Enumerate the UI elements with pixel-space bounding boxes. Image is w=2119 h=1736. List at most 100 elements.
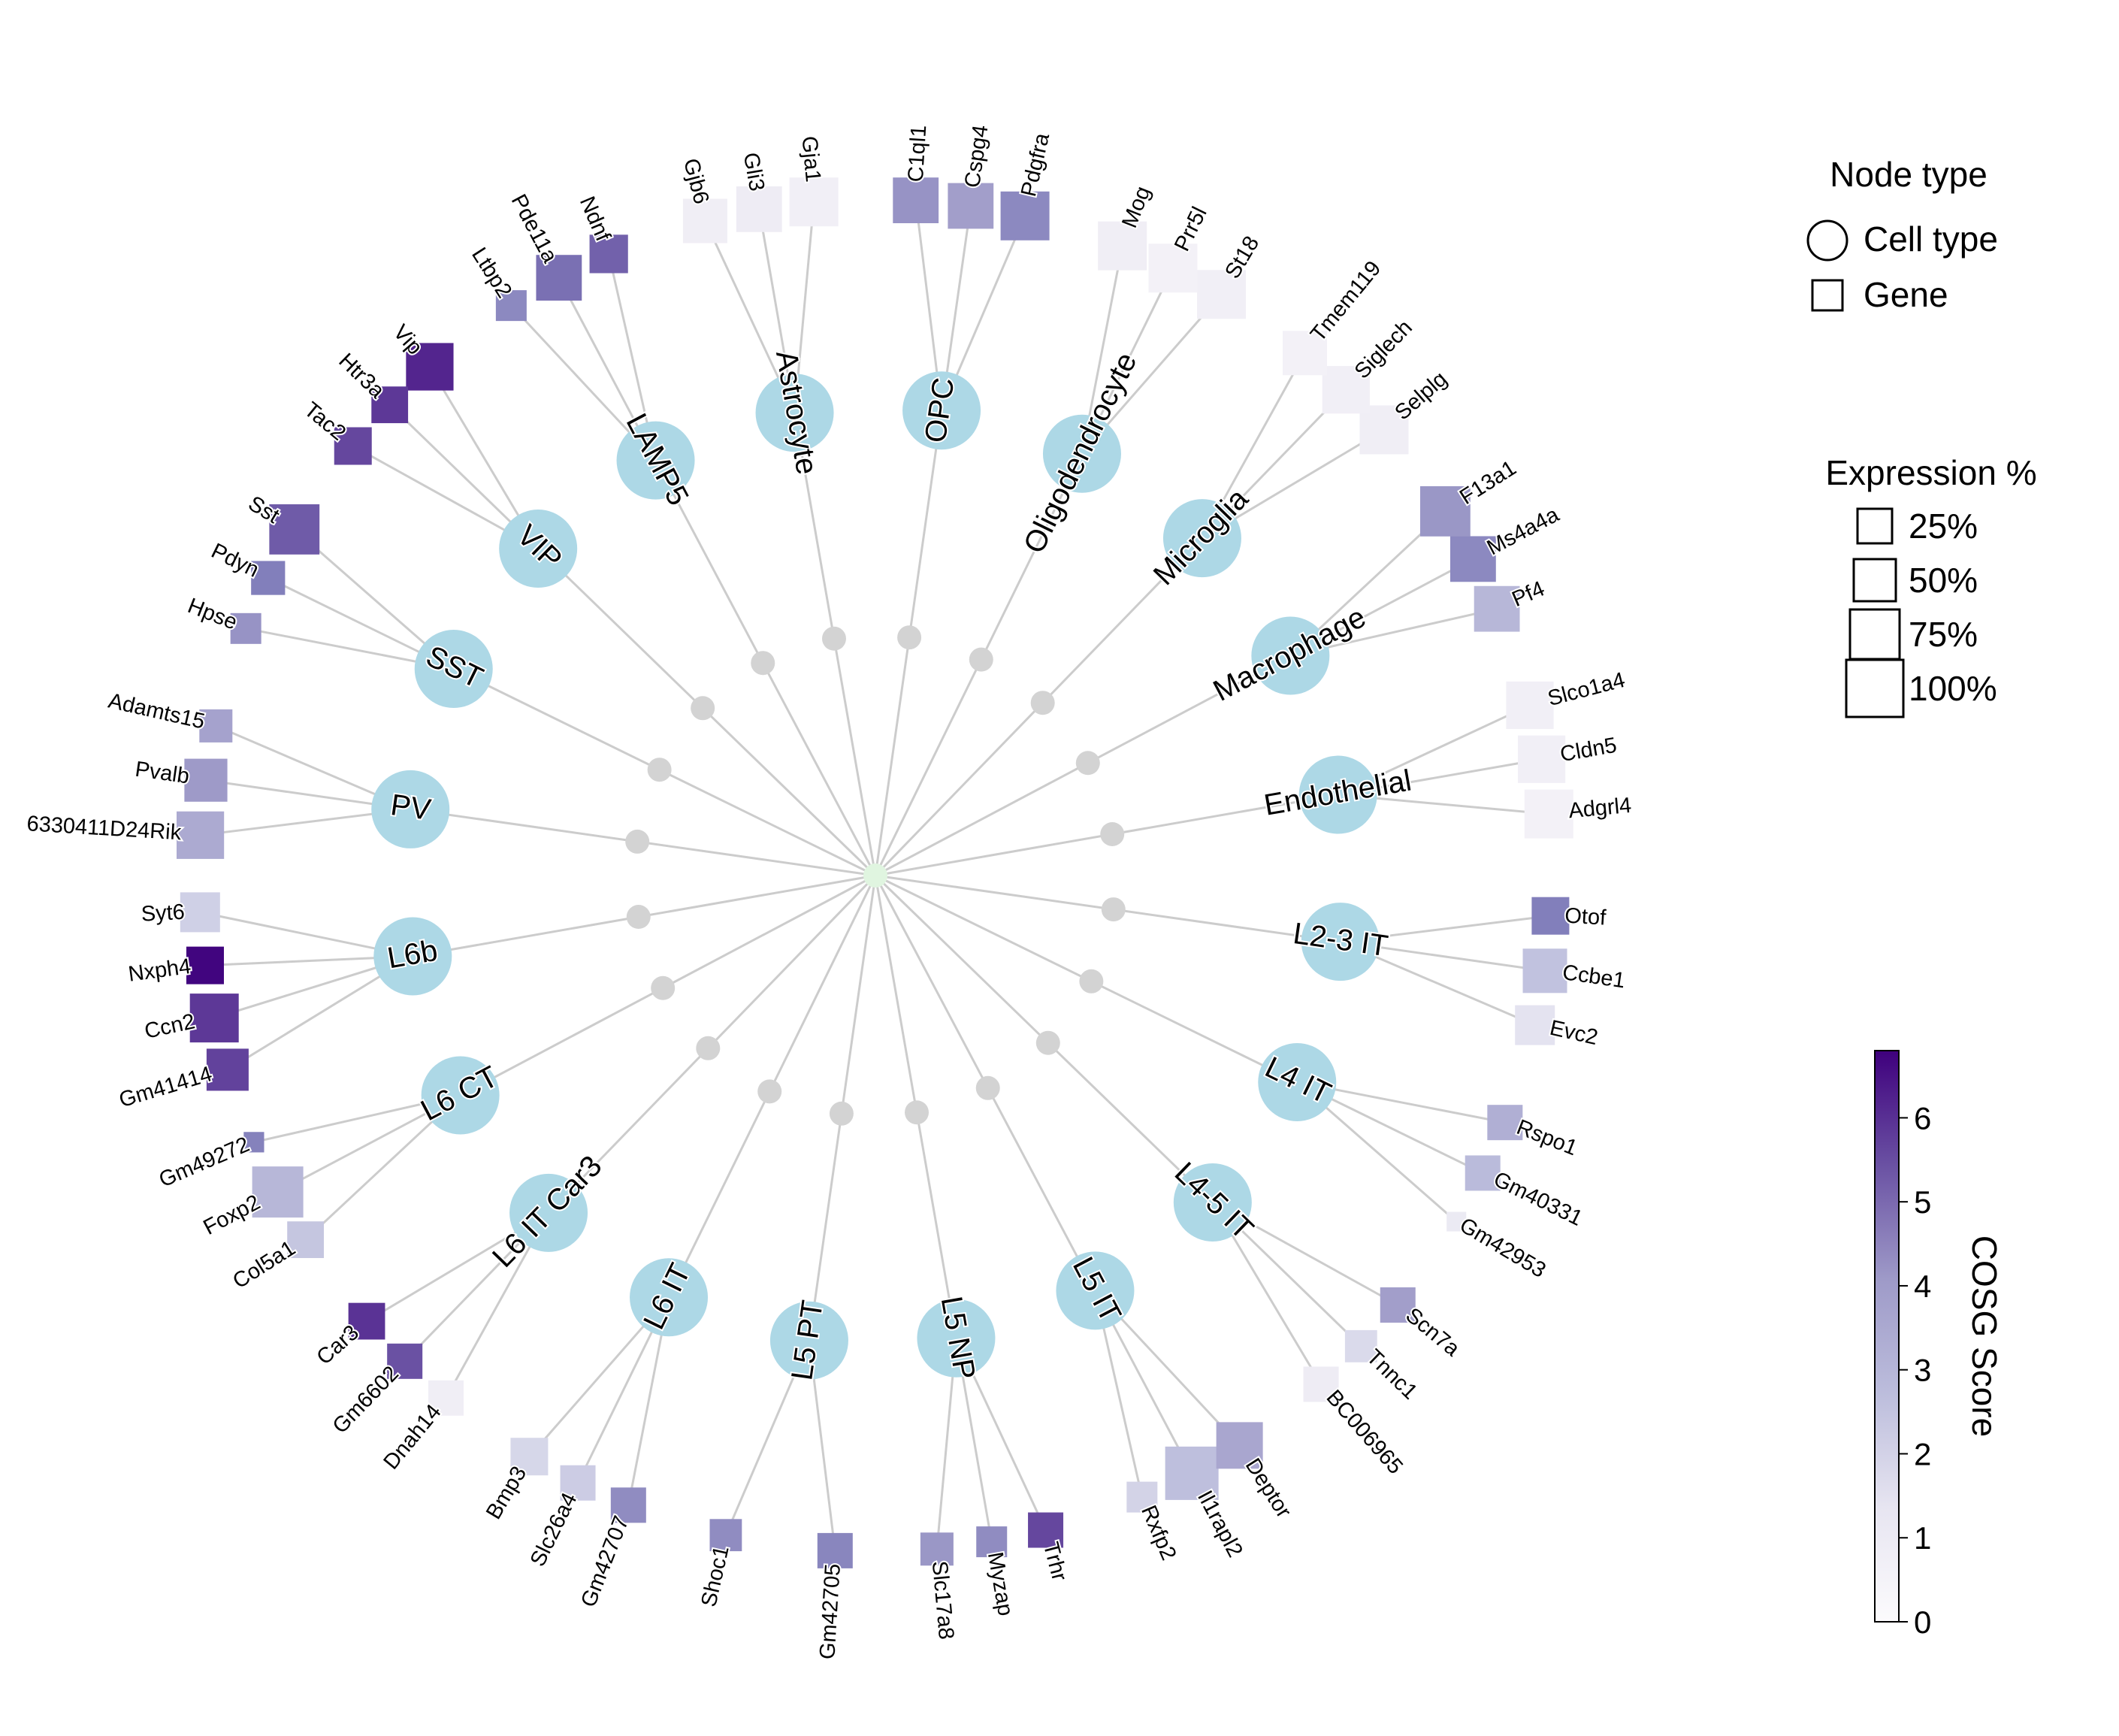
legend-expression-square-1 (1852, 558, 1897, 603)
cell-node-l6-it (630, 1258, 709, 1337)
gene-node-dnah14 (428, 1380, 464, 1416)
gene-node-c1ql1 (893, 177, 939, 224)
gene-label-gm40331: Gm40331 (1489, 1167, 1585, 1231)
cell-node-sst (414, 630, 493, 709)
gene-label-gja1: Gja1 (797, 135, 825, 183)
branch-node-pv (625, 829, 650, 854)
cell-node-l4-5-it (1173, 1163, 1252, 1242)
gene-node-evc2 (1515, 1005, 1555, 1045)
branch-node-l6-ct (651, 975, 676, 1000)
cell-node-l2-3-it (1301, 903, 1380, 981)
gene-node-ccbe1 (1522, 948, 1567, 994)
gene-node-sst (269, 504, 320, 555)
gene-label-selplg: Selplg (1390, 367, 1452, 425)
gene-label-ltbp2: Ltbp2 (467, 243, 516, 302)
gene-node-myzap (976, 1526, 1008, 1558)
gene-label-hpse: Hpse (184, 594, 240, 635)
gene-node-tnnc1 (1344, 1329, 1377, 1362)
branch-node-astrocyte (821, 626, 846, 651)
gene-label-gm49272: Gm49272 (156, 1133, 253, 1193)
gene-node-st18 (1197, 270, 1247, 319)
gene-label-rxfp2: Rxfp2 (1136, 1502, 1180, 1564)
gene-label-gm41414: Gm41414 (116, 1062, 215, 1112)
gene-node-car3 (348, 1302, 385, 1340)
gene-node-vip (406, 343, 454, 391)
gene-label-ms4a4a: Ms4a4a (1483, 502, 1564, 560)
gene-node-gm40331 (1465, 1155, 1501, 1191)
gene-node-mog (1098, 221, 1147, 271)
gene-label-6330411d24rik: 6330411D24Rik (26, 812, 183, 845)
gene-node-gjb6 (682, 198, 727, 243)
gene-node-adgrl4 (1524, 789, 1573, 839)
cell-node-opc (902, 371, 981, 450)
legend-expression-square-3 (1845, 658, 1905, 718)
cell-node-macrophage (1251, 616, 1330, 695)
gene-label-mog: Mog (1117, 183, 1155, 231)
gene-label-trhr: Trhr (1038, 1540, 1072, 1584)
gene-node-ms4a4a (1449, 536, 1496, 582)
gene-label-slco1a4: Slco1a4 (1545, 668, 1627, 711)
gene-node-scn7a (1380, 1287, 1416, 1323)
gene-label-prr5l: Prr5l (1170, 203, 1212, 255)
gene-node-cldn5 (1517, 735, 1566, 783)
gene-node-trhr (1028, 1512, 1064, 1548)
gene-label-deptor: Deptor (1241, 1454, 1296, 1523)
gene-node-gm49272 (243, 1132, 264, 1153)
branch-node-sst (647, 758, 672, 782)
gene-node-otof (1531, 897, 1570, 935)
gene-label-bmp3: Bmp3 (482, 1462, 531, 1523)
gene-label-st18: St18 (1220, 232, 1264, 283)
gene-node-deptor (1216, 1422, 1263, 1469)
gene-node-tmem119 (1283, 331, 1328, 376)
gene-label-ccbe1: Ccbe1 (1561, 960, 1627, 993)
gene-node-gm6602 (387, 1343, 423, 1379)
gene-label-otof: Otof (1564, 904, 1607, 930)
branch-node-oligodendrocyte (969, 647, 993, 672)
gene-label-nxph4: Nxph4 (127, 954, 192, 987)
gene-label-evc2: Evc2 (1547, 1016, 1600, 1050)
gene-node-6330411d24rik (177, 811, 225, 859)
branch-node-l6-it-car3 (696, 1036, 721, 1060)
gene-label-f13a1: F13a1 (1455, 456, 1521, 510)
branch-node-l2-3-it (1101, 897, 1126, 922)
gene-label-cldn5: Cldn5 (1558, 733, 1619, 767)
gene-node-shoc1 (709, 1519, 742, 1552)
colorbar (1874, 1050, 1900, 1623)
gene-node-siglech (1322, 366, 1370, 414)
branch-node-l5-it (975, 1075, 1000, 1100)
branch-node-macrophage (1075, 751, 1100, 776)
gene-label-syt6: Syt6 (141, 900, 186, 927)
branch-node-l6b (626, 905, 651, 930)
gene-node-rspo1 (1487, 1105, 1523, 1141)
gene-node-htr3a (371, 386, 409, 424)
gene-node-il1rapl2 (1165, 1446, 1219, 1500)
gene-node-bmp3 (510, 1438, 549, 1476)
gene-node-rxfp2 (1126, 1481, 1158, 1513)
gene-node-pdgfra (1000, 191, 1050, 240)
gene-label-gm42705: Gm42705 (815, 1563, 845, 1660)
cell-node-l5-pt (769, 1301, 848, 1380)
gene-node-tac2 (334, 427, 372, 465)
gene-label-shoc1: Shoc1 (697, 1544, 733, 1609)
gene-label-il1rapl2: Il1rapl2 (1193, 1486, 1247, 1561)
gene-node-slco1a4 (1506, 681, 1554, 730)
legend-expression-label-2: 75% (1909, 615, 1978, 654)
gene-label-ndnf: Ndnf (575, 193, 615, 246)
branch-node-l6-it (757, 1079, 782, 1104)
branch-node-lamp5 (751, 651, 775, 676)
cell-node-l6b (373, 917, 452, 996)
legend-gene-label: Gene (1864, 275, 1948, 314)
branch-node-microglia (1030, 691, 1055, 715)
legend: Node type Cell type Gene Expression % 25% 50%… (1806, 155, 2037, 1640)
gene-node-f13a1 (1419, 485, 1471, 537)
gene-label-foxp2: Foxp2 (200, 1190, 264, 1240)
gene-node-gm42953 (1446, 1211, 1467, 1232)
gene-node-pf4 (1474, 585, 1520, 632)
cell-node-l4-it (1258, 1042, 1337, 1121)
legend-expression-square-0 (1856, 507, 1894, 545)
colorbar-label: COSG Score (1965, 1235, 2004, 1437)
cell-label-l6-it-car3: L6 IT Car3 (486, 1149, 609, 1274)
colorbar-tick-label-1: 1 (1914, 1520, 1931, 1556)
